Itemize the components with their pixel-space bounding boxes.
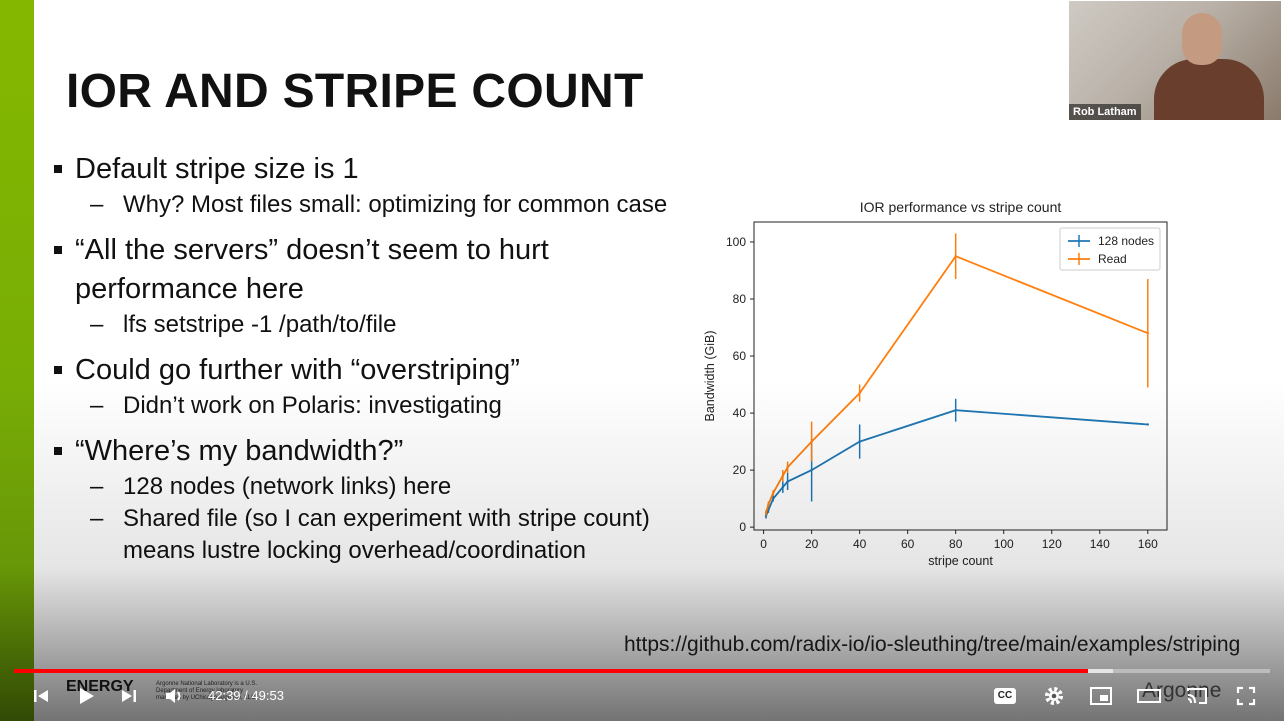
doe-footer-text: Argonne National Laboratory is a U.S. De… [156, 681, 258, 701]
y-tick-label: 80 [733, 292, 747, 306]
bullet: “All the servers” doesn’t seem to hurt p… [52, 231, 692, 309]
sub-bullet: 128 nodes (network links) here [52, 471, 692, 503]
data-point [772, 497, 775, 500]
slide-accent-bar [0, 0, 34, 721]
sub-bullet: Why? Most files small: optimizing for co… [52, 189, 692, 221]
presenter-name: Rob Latham [1069, 104, 1141, 120]
y-tick-label: 40 [733, 406, 747, 420]
x-tick-label: 40 [853, 537, 867, 551]
webcam-tile: Rob Latham [1069, 1, 1281, 120]
ior-chart: IOR performance vs stripe count 0 20 40 60 80… [703, 199, 1168, 568]
miniplayer-icon [1090, 687, 1112, 705]
miniplayer-button[interactable] [1086, 682, 1116, 710]
data-point [954, 255, 957, 258]
theater-mode-icon [1137, 689, 1161, 703]
seek-played [14, 669, 1088, 673]
fullscreen-icon [1236, 686, 1256, 706]
argonne-logo: Argonne [1142, 679, 1222, 702]
play-button[interactable] [72, 682, 100, 710]
y-axis-label: Bandwidth (GiB) [703, 330, 717, 421]
data-point [1146, 332, 1149, 335]
next-button[interactable] [116, 682, 142, 710]
y-tick-label: 20 [733, 463, 747, 477]
legend-label-0: 128 nodes [1098, 234, 1154, 248]
slide-title: IOR AND STRIPE COUNT [66, 65, 644, 118]
presenter-head [1182, 13, 1222, 65]
data-point [810, 468, 813, 472]
presenter-body [1154, 59, 1264, 120]
x-tick-label: 120 [1042, 537, 1062, 551]
bullet-list: Default stripe size is 1 Why? Most files… [52, 150, 692, 567]
settings-button[interactable] [1040, 682, 1068, 710]
data-point [858, 391, 861, 395]
x-tick-label: 0 [760, 537, 767, 551]
x-tick-label: 20 [805, 537, 819, 551]
x-tick-label: 160 [1138, 537, 1158, 551]
volume-button[interactable] [160, 682, 190, 710]
volume-icon [166, 689, 181, 703]
data-point [810, 440, 813, 443]
data-point [954, 409, 957, 412]
chart-title: IOR performance vs stripe count [860, 199, 1062, 215]
data-point [772, 491, 775, 495]
legend-label-1: Read [1098, 252, 1127, 266]
seek-bar[interactable] [14, 669, 1270, 673]
bullet: Could go further with “overstriping” [52, 351, 692, 390]
previous-button[interactable] [28, 682, 54, 710]
skip-previous-icon [34, 690, 48, 702]
data-point [786, 480, 789, 483]
time-display: 42:39 / 49:53 [208, 688, 284, 703]
data-point [786, 466, 789, 469]
x-tick-label: 80 [949, 537, 963, 551]
data-point [781, 474, 785, 478]
theater-button[interactable] [1134, 682, 1164, 710]
sub-bullet: Shared file (so I can experiment with st… [52, 503, 692, 567]
x-tick-label: 140 [1090, 537, 1110, 551]
time-current: 42:39 [208, 688, 241, 703]
play-icon [80, 688, 94, 704]
cast-icon [1187, 688, 1207, 704]
x-tick-label: 60 [901, 537, 915, 551]
data-point [767, 503, 770, 506]
x-axis-label: stripe count [928, 554, 993, 568]
x-tick-label: 100 [994, 537, 1014, 551]
sub-bullet: Didn’t work on Polaris: investigating [52, 390, 692, 422]
data-point [781, 486, 785, 489]
y-tick-label: 60 [733, 349, 747, 363]
bullet: Default stripe size is 1 [52, 150, 692, 189]
captions-button[interactable]: CC [994, 688, 1016, 704]
sub-bullet: lfs setstripe -1 /path/to/file [52, 309, 692, 341]
data-point [858, 440, 861, 443]
fullscreen-button[interactable] [1232, 682, 1260, 710]
y-tick-label: 100 [726, 235, 746, 249]
cast-button[interactable] [1182, 682, 1212, 710]
bullet: “Where’s my bandwidth?” [52, 432, 692, 471]
data-point [764, 511, 768, 515]
gear-icon [1045, 687, 1063, 705]
time-total: 49:53 [251, 688, 284, 703]
repo-url: https://github.com/radix-io/io-sleuthing… [624, 633, 1241, 656]
y-tick-label: 0 [739, 520, 746, 534]
skip-next-icon [122, 690, 136, 702]
data-point [1146, 423, 1149, 426]
seek-buffered [1087, 669, 1113, 673]
